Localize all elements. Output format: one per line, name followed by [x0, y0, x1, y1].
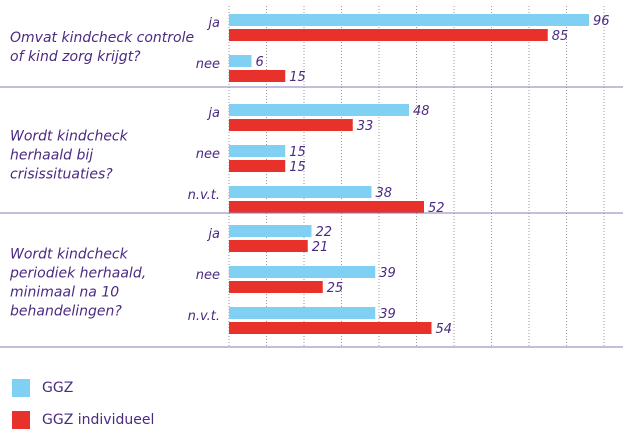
- bar-ggz: [229, 104, 409, 116]
- legend-swatch-ggz: [12, 379, 30, 397]
- legend-swatch-ggz-individueel: [12, 411, 30, 429]
- bar-ggz-individueel: [229, 160, 286, 172]
- data-label: 39: [379, 266, 396, 281]
- bar-ggz-individueel: [229, 70, 286, 82]
- category-label: nee: [196, 57, 220, 72]
- bar-ggz-individueel: [229, 119, 353, 131]
- legend-item-ggz-individueel: GGZ individueel: [12, 411, 154, 429]
- category-label: ja: [206, 227, 220, 242]
- data-label: 15: [289, 145, 306, 160]
- bar-ggz-individueel: [229, 322, 432, 334]
- bar-ggz: [229, 186, 372, 198]
- question-text: Wordt kindcheck: [10, 247, 129, 263]
- category-label: n.v.t.: [188, 309, 220, 324]
- bar-ggz-individueel: [229, 240, 308, 252]
- question-text: behandelingen?: [10, 304, 122, 320]
- data-label: 52: [428, 201, 445, 216]
- data-label: 6: [256, 55, 264, 70]
- bar-ggz: [229, 14, 589, 26]
- legend-label-ggz: GGZ: [42, 380, 74, 396]
- category-label: ja: [206, 106, 220, 121]
- bar-chart: Omvat kindcheck controle of kind zorg kri…: [0, 6, 623, 348]
- data-label: 96: [593, 14, 610, 29]
- data-label: 39: [379, 307, 396, 322]
- data-label: 21: [312, 240, 329, 255]
- bar-ggz: [229, 145, 286, 157]
- question-text: crisissituaties?: [10, 167, 113, 183]
- legend-item-ggz: GGZ: [12, 379, 73, 397]
- legend-label-ggz-individueel: GGZ individueel: [42, 412, 155, 428]
- data-label: 54: [436, 322, 453, 337]
- bar-ggz: [229, 55, 252, 67]
- data-label: 15: [289, 160, 306, 175]
- bar-ggz: [229, 307, 376, 319]
- category-label: ja: [206, 16, 220, 31]
- question-text: Omvat kindcheck controle: [10, 30, 194, 46]
- category-label: nee: [196, 147, 220, 162]
- question-text: minimaal na 10: [10, 285, 119, 301]
- category-label: nee: [196, 268, 220, 283]
- data-label: 85: [552, 29, 569, 44]
- bar-ggz: [229, 266, 376, 278]
- data-label: 15: [289, 70, 306, 85]
- data-label: 25: [327, 281, 344, 296]
- data-label: 38: [376, 186, 393, 201]
- question-text: herhaald bij: [10, 148, 93, 164]
- bar-ggz-individueel: [229, 201, 424, 213]
- question-text: periodiek herhaald,: [9, 266, 146, 282]
- bar-ggz: [229, 225, 312, 237]
- bar-ggz-individueel: [229, 29, 548, 41]
- data-label: 48: [413, 104, 430, 119]
- question-text: Wordt kindcheck: [10, 129, 129, 145]
- bar-ggz-individueel: [229, 281, 323, 293]
- question-text: of kind zorg krijgt?: [10, 49, 141, 65]
- category-label: n.v.t.: [188, 188, 220, 203]
- data-label: 33: [357, 119, 374, 134]
- data-label: 22: [316, 225, 333, 240]
